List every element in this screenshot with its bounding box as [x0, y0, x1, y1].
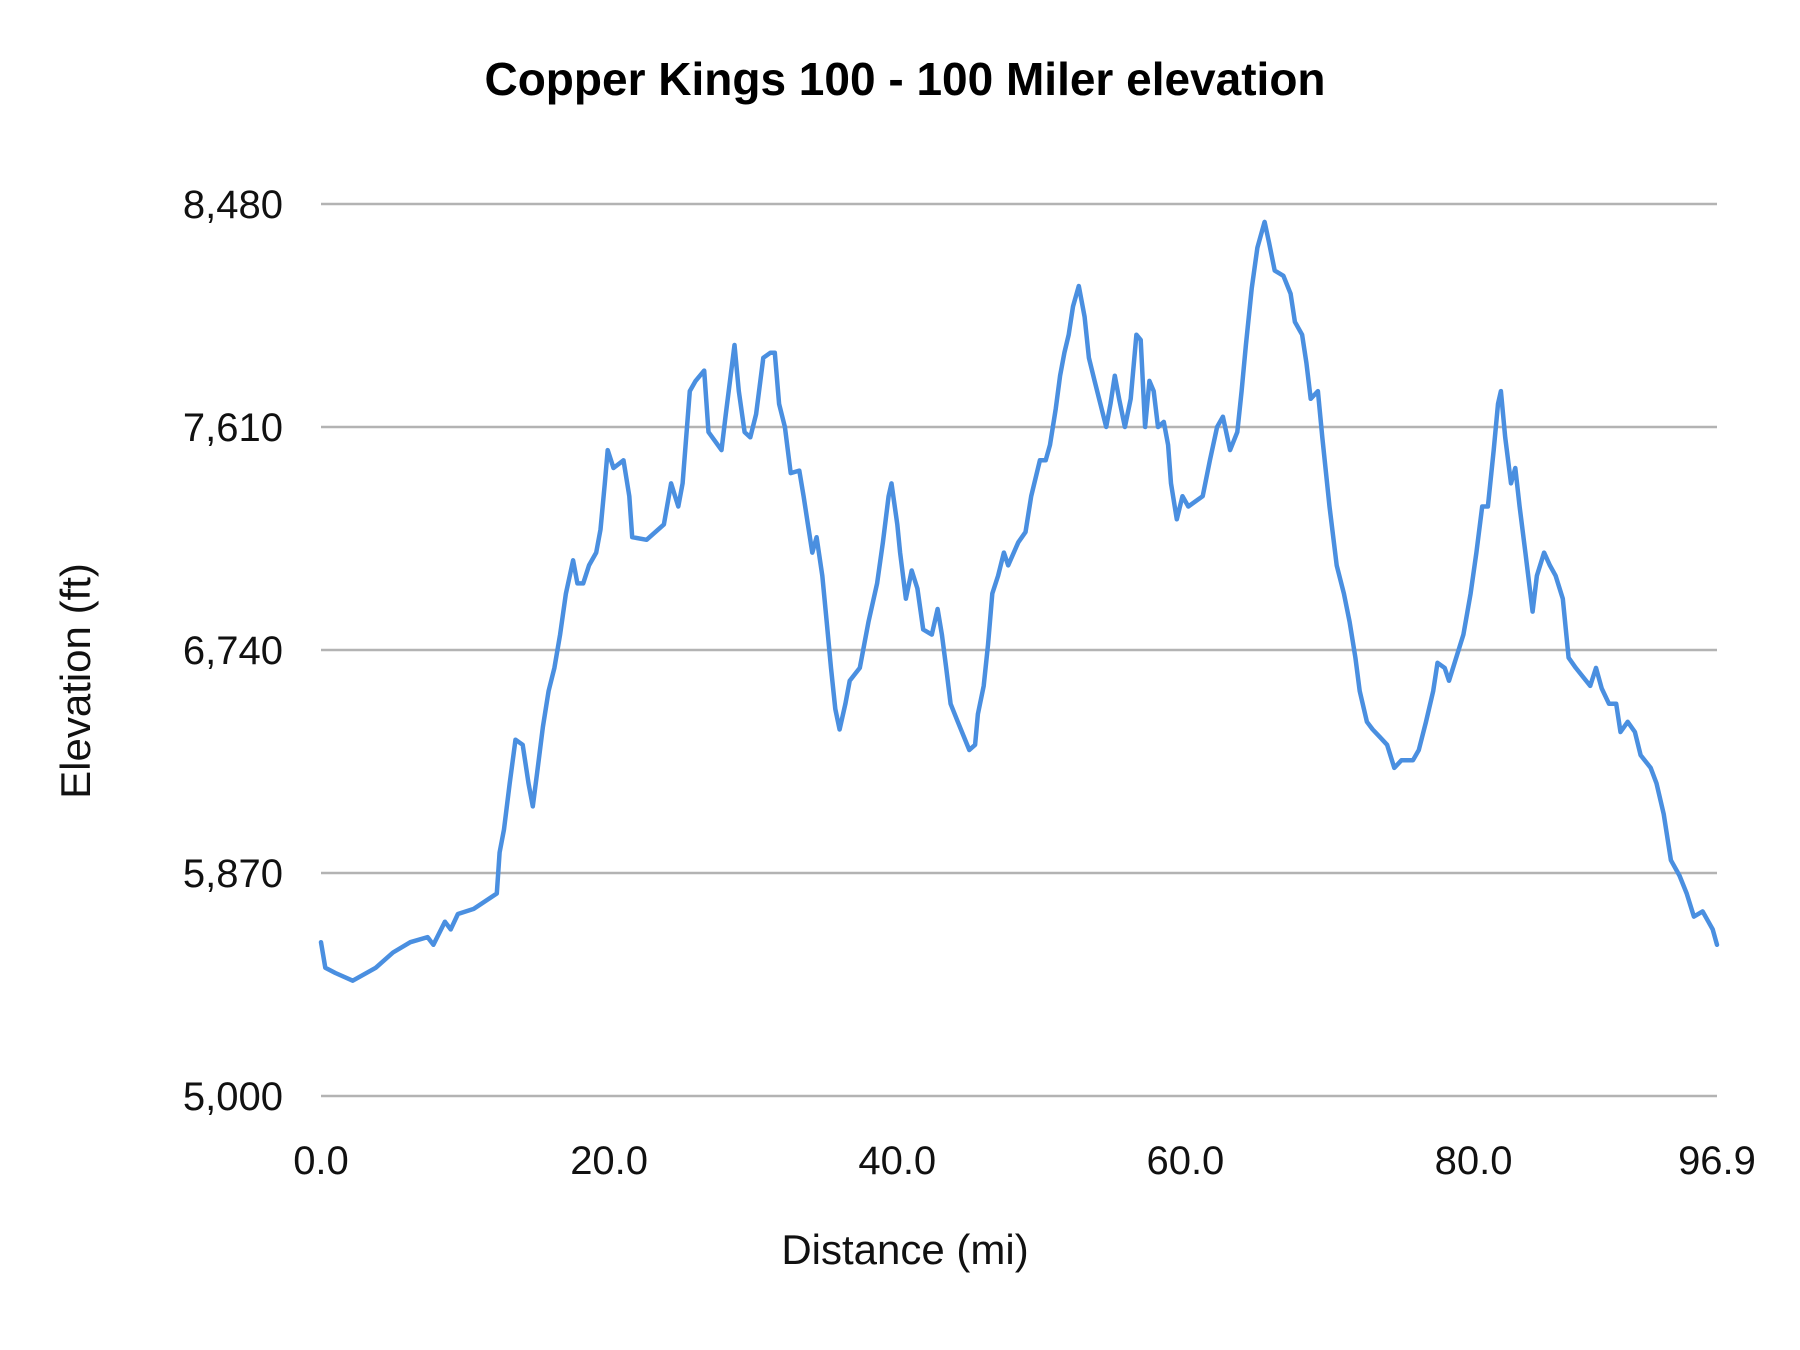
x-tick-label: 60.0	[1146, 1139, 1224, 1183]
y-axis-title: Elevation (ft)	[52, 563, 99, 799]
gridlines	[321, 202, 1717, 1098]
x-tick-labels: 0.0 20.0 40.0 60.0 80.0 96.9	[293, 1139, 1756, 1183]
x-tick-label: 96.9	[1678, 1139, 1756, 1183]
x-tick-label: 20.0	[570, 1139, 648, 1183]
y-tick-label: 8,480	[183, 183, 283, 227]
x-axis-title: Distance (mi)	[781, 1226, 1028, 1273]
y-tick-label: 6,740	[183, 629, 283, 673]
x-tick-label: 80.0	[1435, 1139, 1513, 1183]
y-tick-label: 5,870	[183, 852, 283, 896]
y-tick-label: 7,610	[183, 406, 283, 450]
x-tick-label: 0.0	[293, 1139, 349, 1183]
chart-title: Copper Kings 100 - 100 Miler elevation	[484, 53, 1325, 105]
x-tick-label: 40.0	[858, 1139, 936, 1183]
elevation-line	[318, 219, 1720, 983]
y-tick-labels: 5,000 5,870 6,740 7,610 8,480	[183, 183, 283, 1119]
y-tick-label: 5,000	[183, 1075, 283, 1119]
